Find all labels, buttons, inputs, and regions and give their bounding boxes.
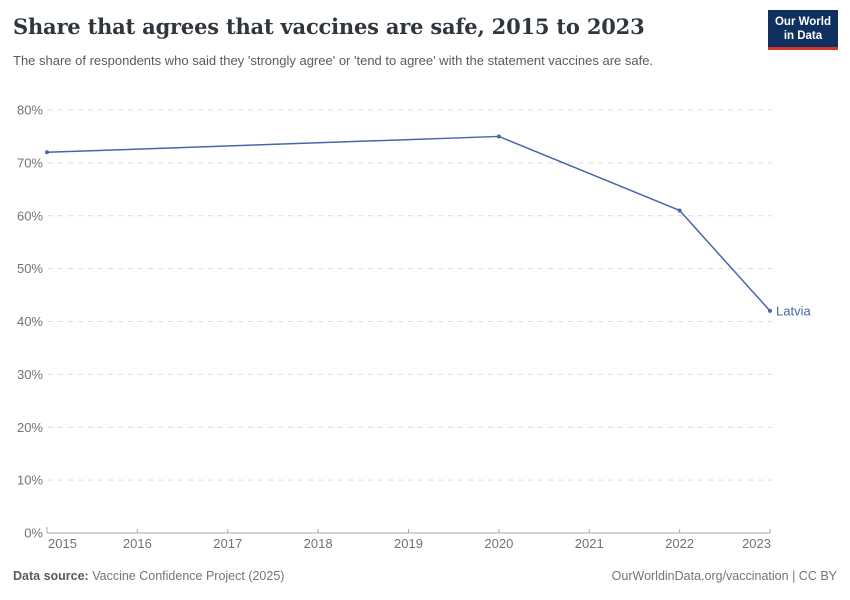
entity-label-latvia[interactable]: Latvia bbox=[776, 303, 811, 318]
data-point bbox=[496, 134, 501, 139]
x-tick-label: 2023 bbox=[742, 536, 771, 551]
data-source-note: Data source: Vaccine Confidence Project … bbox=[13, 569, 284, 583]
y-tick-label: 30% bbox=[17, 367, 43, 382]
owid-logo[interactable]: Our World in Data bbox=[767, 10, 838, 50]
x-tick-label: 2022 bbox=[665, 536, 694, 551]
data-source-value: Vaccine Confidence Project (2025) bbox=[92, 569, 285, 583]
x-tick-label: 2016 bbox=[123, 536, 152, 551]
data-point bbox=[45, 150, 49, 155]
x-tick-label: 2019 bbox=[394, 536, 423, 551]
y-tick-label: 80% bbox=[17, 103, 43, 118]
owid-logo-line2: in Data bbox=[783, 30, 823, 42]
chart-subtitle: The share of respondents who said they '… bbox=[13, 53, 654, 68]
y-tick-label: 10% bbox=[17, 473, 43, 488]
data-line-latvia[interactable] bbox=[46, 135, 771, 312]
owid-logo-line1: Our World bbox=[774, 16, 831, 28]
x-tick-label: 2017 bbox=[213, 536, 242, 551]
chart-footer: Data source: Vaccine Confidence Project … bbox=[13, 569, 837, 583]
data-point bbox=[677, 208, 682, 213]
chart-title: Share that agrees that vaccines are safe… bbox=[13, 14, 645, 39]
data-point bbox=[768, 308, 772, 313]
y-tick-label: 40% bbox=[17, 314, 43, 329]
footer-links: OurWorldinData.org/vaccination | CC BY bbox=[612, 569, 837, 583]
y-tick-label: 70% bbox=[17, 155, 43, 170]
x-tick-label: 2020 bbox=[484, 536, 513, 551]
data-source-label: Data source: bbox=[13, 569, 89, 583]
y-tick-label: 60% bbox=[17, 208, 43, 223]
footer-separator: | bbox=[788, 569, 799, 583]
owid-url-link[interactable]: OurWorldinData.org/vaccination bbox=[611, 569, 789, 583]
y-tick-label: 20% bbox=[17, 420, 43, 435]
x-tick-label: 2018 bbox=[304, 536, 333, 551]
y-tick-label: 50% bbox=[17, 261, 43, 276]
x-tick-label: 2021 bbox=[575, 536, 604, 551]
y-tick-label: 0% bbox=[24, 526, 43, 541]
x-tick-label: 2015 bbox=[48, 536, 77, 551]
license-link[interactable]: CC BY bbox=[798, 569, 837, 583]
